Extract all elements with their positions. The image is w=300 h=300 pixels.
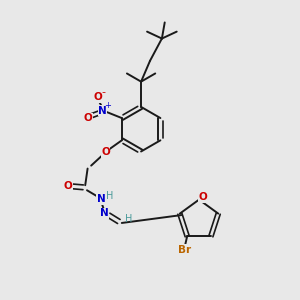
Text: +: + [104, 101, 111, 110]
Text: O: O [64, 182, 73, 191]
Text: O: O [94, 92, 102, 102]
Text: O: O [198, 192, 207, 202]
Text: H: H [124, 214, 132, 224]
Text: O: O [101, 147, 110, 157]
Text: N: N [98, 106, 107, 116]
Text: Br: Br [178, 244, 191, 255]
Text: H: H [106, 190, 113, 201]
Text: -: - [101, 87, 105, 97]
Text: N: N [97, 194, 105, 204]
Text: O: O [84, 113, 93, 123]
Text: N: N [100, 208, 109, 218]
